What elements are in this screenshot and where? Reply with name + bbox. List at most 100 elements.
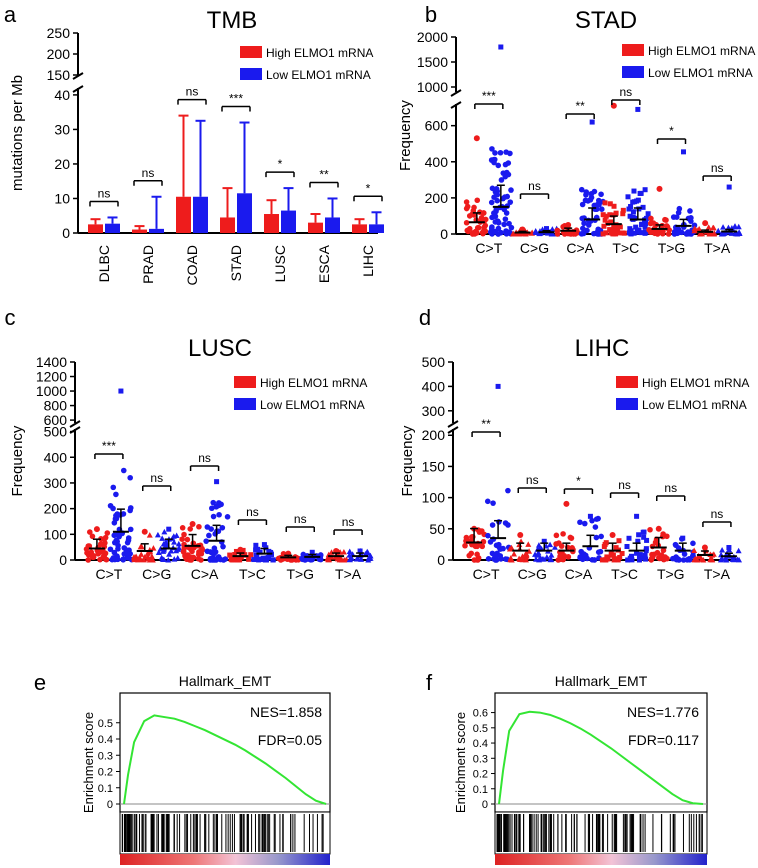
data-point-low [507,199,514,205]
data-point-high [507,555,514,561]
data-point-low [500,195,506,202]
data-point-low [493,186,500,192]
data-point-low [171,539,178,545]
y-tick-label: 0.1 [473,784,488,796]
data-point-high [608,219,614,225]
data-point-low [165,556,172,563]
data-point-high [478,214,485,221]
data-point-low [353,555,360,562]
data-point-low [624,543,630,549]
data-point-low [735,547,742,554]
x-tick-label: T>G [286,566,314,582]
data-point-high [601,223,607,229]
data-point-high [474,197,481,204]
data-point-high [707,555,714,561]
x-tick-label: T>A [704,566,731,582]
data-point-low [540,556,547,562]
y-axis-label: Enrichment score [453,712,468,813]
data-point-high [248,552,254,558]
y-tick-label: 1500 [417,54,448,70]
data-point-high [278,557,284,563]
data-point-outlier [473,135,480,142]
data-point-high [553,541,559,547]
y-tick-label: 100 [422,490,446,506]
data-point-low [589,517,595,524]
legend-swatch-high [616,376,638,388]
bar-high [264,214,279,233]
y-tick-label: 400 [422,378,446,394]
data-point-high [466,552,473,559]
data-point-low [111,539,118,546]
data-point-high [691,227,698,234]
data-point-high [554,227,561,234]
data-point-high [599,557,605,563]
enrichment-curve [498,710,704,805]
data-point-low [642,224,648,230]
data-point-high [698,230,705,237]
data-point-low [732,223,739,229]
data-point-high [700,556,707,563]
data-point-high [511,550,518,557]
y-axis-label: Frequency [397,100,414,171]
data-point-low [532,229,539,235]
data-point-high [293,557,299,563]
y-tick-label: 400 [425,154,449,170]
data-point-high [648,215,654,222]
y-tick-label: 500 [44,424,68,440]
data-point-high [466,213,473,219]
data-point-low [492,213,499,220]
data-point-low [251,557,257,563]
y-tick-label: 2000 [417,29,448,45]
data-point-low [220,543,226,550]
data-point-low [673,214,680,220]
data-point-low [684,557,691,563]
data-point-low [627,555,633,561]
data-point-low [691,222,698,229]
y-tick-label: 100 [44,526,68,542]
legend-label-high: High ELMO1 mRNA [266,46,373,60]
data-point-low [120,556,127,563]
data-point-low [715,227,722,234]
data-point-low [489,146,495,152]
y-tick-label: 0.3 [98,750,113,762]
panel-label: e [34,670,46,695]
data-point-high [611,222,617,228]
panel-label: b [425,2,437,27]
data-point-high [607,227,613,233]
data-point-high [553,532,560,539]
significance-label: ns [664,481,677,495]
data-point-low [213,503,220,510]
data-point-outlier [141,528,148,535]
y-tick-label: 0 [440,226,448,242]
data-point-low [502,216,509,222]
data-point-low [268,552,274,558]
data-point-high [462,542,468,549]
data-point-outlier [565,221,572,228]
panel-label: d [419,305,431,330]
bar-high [132,229,147,233]
data-point-low [224,514,231,520]
data-point-outlier [589,119,595,125]
data-point-low [219,524,226,531]
data-point-low [578,186,585,193]
data-point-high [560,531,566,537]
data-point-high [525,541,532,547]
y-tick-label: 0.1 [98,783,113,795]
data-point-high [613,545,619,551]
data-point-outlier [655,525,662,532]
data-point-low [209,505,215,512]
data-point-low [579,215,586,222]
data-point-high [647,526,653,533]
data-point-high [610,228,616,234]
data-point-high [660,547,667,554]
data-point-low [583,192,589,198]
data-point-outlier [118,388,124,394]
x-tick-label: PRAD [140,245,156,284]
data-point-low [489,522,496,528]
data-point-low [685,215,692,222]
significance-label: ns [198,451,211,465]
y-tick-label: 300 [422,403,446,419]
data-point-low [215,555,222,562]
data-point-low [114,553,120,559]
